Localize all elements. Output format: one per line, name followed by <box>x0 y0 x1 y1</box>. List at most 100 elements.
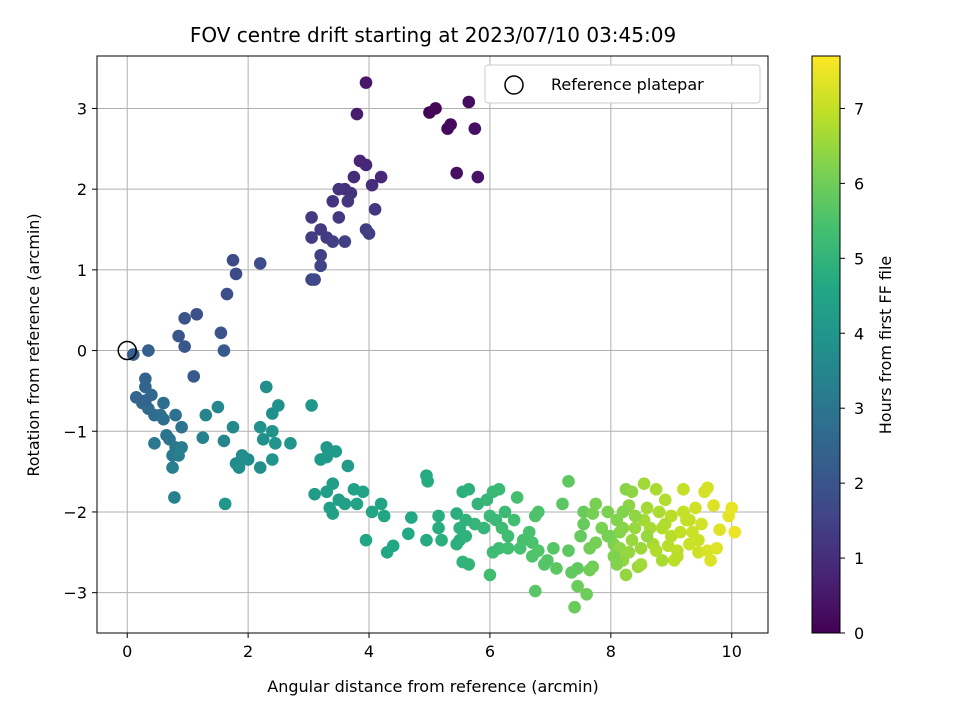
data-point <box>622 546 636 559</box>
data-point <box>190 307 204 321</box>
data-point <box>229 267 243 281</box>
data-point <box>477 521 491 535</box>
data-point <box>492 483 506 496</box>
data-point <box>683 513 696 527</box>
x-axis-label: Angular distance from reference (arcmin) <box>267 677 598 696</box>
data-point <box>169 408 182 422</box>
data-point <box>305 231 318 244</box>
y-axis-label: Rotation from reference (arcmin) <box>24 213 43 476</box>
data-point <box>450 166 463 180</box>
data-point <box>710 541 723 555</box>
data-point <box>601 529 615 543</box>
data-point <box>498 505 512 519</box>
data-point <box>625 485 639 499</box>
data-point <box>326 477 340 491</box>
data-point <box>547 541 560 555</box>
data-point <box>347 170 361 184</box>
data-point <box>589 497 603 511</box>
data-point <box>356 485 370 499</box>
data-point <box>338 235 352 248</box>
data-point <box>483 568 497 582</box>
data-point <box>658 517 672 531</box>
data-point <box>374 497 388 511</box>
data-point <box>420 533 433 547</box>
plot-frame <box>96 55 769 634</box>
y-tick-label: 0 <box>77 342 87 361</box>
data-point <box>241 453 255 466</box>
colorbar-tick-label: 5 <box>854 249 864 268</box>
data-point <box>704 554 717 567</box>
y-tick-label: 3 <box>77 99 87 118</box>
data-point <box>531 505 545 519</box>
data-point <box>168 491 181 504</box>
data-point <box>308 273 321 286</box>
data-point <box>217 344 231 357</box>
data-point <box>365 178 379 192</box>
data-point <box>253 257 267 270</box>
data-point <box>471 170 485 184</box>
data-point <box>640 501 654 515</box>
data-point <box>226 420 240 434</box>
data-point <box>359 533 373 547</box>
data-point <box>628 521 642 535</box>
data-point <box>350 107 364 121</box>
data-point <box>326 507 340 520</box>
data-point <box>253 420 267 434</box>
colorbar-ticks: 0 1 2 3 4 5 6 7 <box>840 99 864 643</box>
data-point <box>586 507 599 520</box>
data-point <box>386 539 400 553</box>
legend: Reference platepar <box>484 64 761 104</box>
legend-entry-reference: Reference platepar <box>551 75 704 94</box>
data-point <box>402 527 415 541</box>
data-point <box>139 394 152 407</box>
x-tick-label: 6 <box>485 642 495 661</box>
legend-marker-icon <box>504 75 524 95</box>
data-point <box>637 477 651 491</box>
data-point <box>677 483 690 496</box>
data-point <box>338 497 352 511</box>
colorbar-tick-label: 0 <box>854 624 864 643</box>
data-point <box>432 521 445 535</box>
data-point <box>601 505 615 519</box>
data-point <box>695 517 708 531</box>
data-point <box>320 450 334 464</box>
data-point <box>689 501 702 515</box>
data-point <box>256 433 270 446</box>
data-point <box>468 122 482 135</box>
data-point <box>175 420 188 434</box>
data-point <box>459 513 473 527</box>
data-point <box>625 533 639 547</box>
data-point <box>616 505 630 519</box>
data-point <box>218 497 232 511</box>
x-axis-ticks: 0 2 4 6 8 10 <box>122 633 742 661</box>
data-point <box>329 445 343 458</box>
data-point <box>226 253 240 267</box>
colorbar-gradient <box>811 55 841 634</box>
colorbar-tick-label: 3 <box>854 399 864 418</box>
colorbar-tick-label: 4 <box>854 324 864 343</box>
data-point <box>374 170 388 184</box>
data-point <box>326 194 340 208</box>
data-point <box>562 544 575 557</box>
data-point <box>359 158 373 172</box>
data-point <box>432 509 445 523</box>
data-point <box>586 560 599 574</box>
data-point <box>435 533 448 547</box>
data-point <box>259 380 273 394</box>
data-point <box>652 505 666 519</box>
y-axis-ticks: −3 −2 −1 0 1 2 3 <box>63 99 97 603</box>
data-point <box>674 525 687 539</box>
data-point <box>362 227 376 240</box>
data-point <box>531 544 545 557</box>
data-point <box>450 507 463 520</box>
colorbar-tick-label: 6 <box>854 174 864 193</box>
data-point <box>272 399 285 412</box>
colorbar-tick-label: 2 <box>854 474 864 493</box>
data-point <box>577 517 590 531</box>
data-point <box>187 370 201 383</box>
data-point <box>725 501 739 515</box>
plot-background <box>97 56 768 633</box>
data-point <box>377 509 391 523</box>
data-point <box>450 537 463 551</box>
